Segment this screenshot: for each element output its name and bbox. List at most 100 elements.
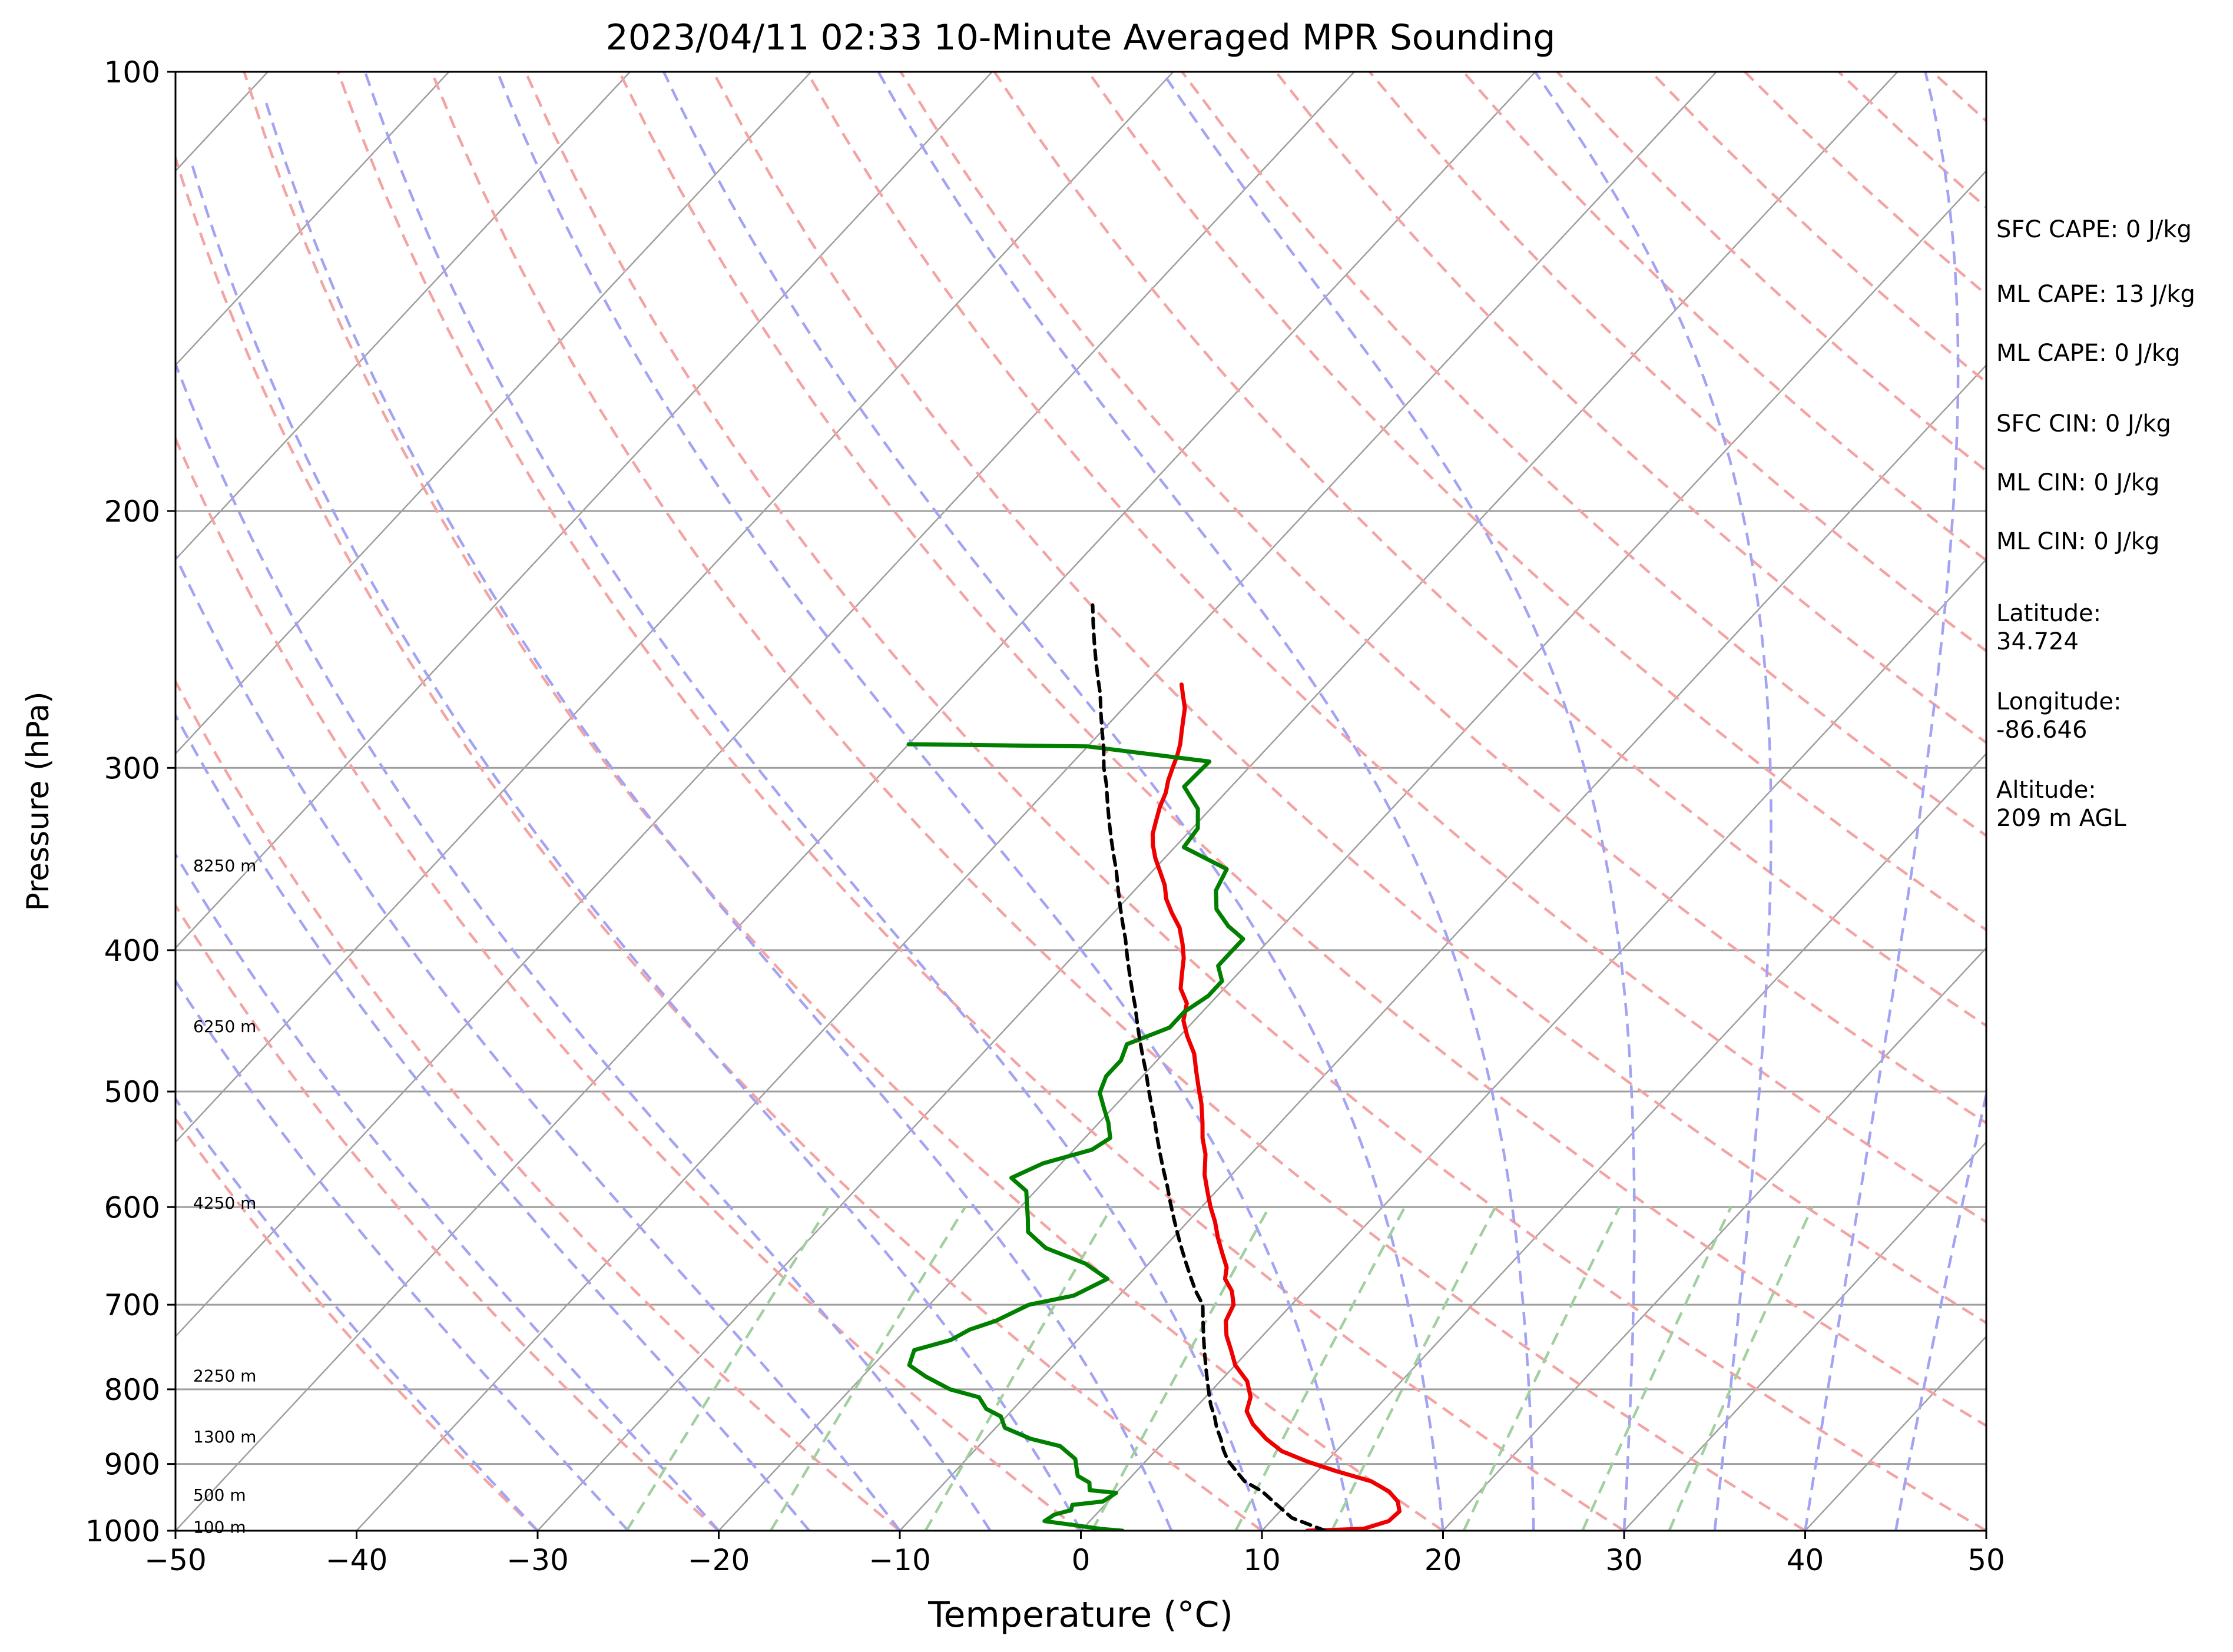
x-tick-label: 20 <box>1424 1543 1462 1577</box>
moist-adiabat-line <box>175 978 630 1531</box>
isotherm-line <box>175 72 1174 1143</box>
isotherm-line <box>175 72 993 949</box>
ml-cin-label-2: ML CIN: 0 J/kg <box>1996 528 2160 555</box>
mixing-ratio-line <box>1462 1206 1621 1531</box>
height-label: 6250 m <box>193 1017 256 1036</box>
parcel-path-line <box>1091 603 1327 1531</box>
moist-adiabat-line <box>175 553 901 1531</box>
data-lines <box>906 603 1402 1531</box>
sfc-cin-label: SFC CIN: 0 J/kg <box>1996 410 2171 437</box>
isotherm-line <box>537 72 1899 1531</box>
mixing-ratio-line <box>769 1206 966 1531</box>
ml-cin-label: ML CIN: 0 J/kg <box>1996 469 2160 496</box>
isotherm-line <box>1080 558 1986 1531</box>
moist-adiabat-line <box>877 72 1535 1531</box>
longitude-value: -86.646 <box>1996 716 2088 744</box>
isotherm-line <box>899 364 1986 1531</box>
y-tick-label: 200 <box>104 495 160 529</box>
moist-adiabat-line <box>1894 1089 1986 1531</box>
mixing-ratio-line <box>625 1206 830 1531</box>
ml-cape-label: ML CAPE: 13 J/kg <box>1996 281 2195 308</box>
mixing-ratio-line <box>924 1206 1113 1531</box>
dry-adiabat-line <box>175 154 1263 1531</box>
isotherm-line <box>718 170 1986 1531</box>
dry-adiabat-line <box>175 1117 539 1531</box>
x-tick-label: 30 <box>1605 1543 1643 1577</box>
moist-adiabat-line <box>1533 72 1773 1531</box>
isotherm-line <box>175 72 812 755</box>
y-tick-label: 900 <box>104 1448 160 1482</box>
mixing-ratio-line <box>1234 1206 1406 1531</box>
longitude-label: Longitude: <box>1996 688 2122 715</box>
y-tick-label: 400 <box>104 934 160 968</box>
isotherm-line <box>175 72 631 561</box>
moist-adiabat-line <box>175 852 720 1531</box>
moist-adiabat-line <box>363 72 1264 1531</box>
dry-adiabat-line <box>1087 72 1986 932</box>
height-label: 100 m <box>193 1518 246 1537</box>
y-tick-label: 100 <box>104 55 160 89</box>
dry-adiabat-line <box>175 903 720 1531</box>
height-label: 2250 m <box>193 1366 256 1386</box>
moist-adiabat-line <box>662 72 1445 1531</box>
dry-adiabat-line <box>243 72 1444 1531</box>
isotherm-line <box>1624 1141 1986 1531</box>
dry-adiabat-line <box>175 435 1082 1531</box>
temperature-line <box>1150 682 1402 1531</box>
x-tick-label: 10 <box>1243 1543 1281 1577</box>
moist-adiabat-line <box>175 1096 539 1531</box>
isotherm-line <box>175 72 450 367</box>
altitude-label: Altitude: <box>1996 777 2096 804</box>
latitude-value: 34.724 <box>1996 628 2079 655</box>
y-tick-label: 700 <box>104 1288 160 1322</box>
y-tick-label: 500 <box>104 1075 160 1109</box>
x-tick-label: −10 <box>869 1543 931 1577</box>
dry-adiabat-line <box>430 72 1806 1531</box>
latitude-label: Latitude: <box>1996 600 2102 627</box>
moist-adiabat-line <box>1804 72 1960 1531</box>
moist-adiabat-line <box>189 160 1082 1531</box>
x-tick-label: −20 <box>688 1543 750 1577</box>
moist-adiabat-line <box>264 102 1173 1531</box>
axis-ticks: −50 −40 −30 −20 −10 0 10 20 30 40 50 1000 900 800 700 6… <box>85 55 2005 1577</box>
y-tick-label: 800 <box>104 1373 160 1407</box>
x-tick-label: −50 <box>144 1543 207 1577</box>
dry-adiabat-line <box>175 678 901 1531</box>
height-label: 4250 m <box>193 1193 256 1213</box>
x-tick-label: −40 <box>326 1543 388 1577</box>
isotherm-line <box>1442 947 1986 1531</box>
height-label: 8250 m <box>193 856 256 875</box>
y-axis-label: Pressure (hPa) <box>21 692 56 911</box>
height-labels: 100 m 500 m 1300 m 2250 m 4250 m 6250 m 8250 m <box>193 856 256 1537</box>
height-label: 500 m <box>193 1485 246 1505</box>
isotherm-line <box>1261 752 1986 1531</box>
ml-cape-label-2: ML CAPE: 0 J/kg <box>1996 340 2181 367</box>
chart-title: 2023/04/11 02:33 10-Minute Averaged MPR … <box>606 17 1556 58</box>
y-tick-label: 300 <box>104 751 160 785</box>
x-tick-label: 40 <box>1787 1543 1824 1577</box>
mixing-ratio-line <box>1091 1206 1271 1531</box>
background-lines <box>175 72 1986 1531</box>
isotherm-line <box>356 72 1717 1531</box>
height-label: 1300 m <box>193 1427 256 1447</box>
y-tick-label: 1000 <box>85 1514 160 1548</box>
mixing-ratio-line <box>1668 1206 1814 1531</box>
altitude-value: 209 m AGL <box>1996 805 2126 832</box>
dry-adiabat-line <box>524 72 1986 1531</box>
mixing-ratio-line <box>1330 1206 1497 1531</box>
dry-adiabat-line <box>712 72 1986 1325</box>
dry-adiabat-line <box>336 72 1625 1531</box>
x-tick-label: −30 <box>506 1543 569 1577</box>
moist-adiabat-line <box>175 712 811 1531</box>
isotherm-line <box>175 72 1536 1531</box>
x-tick-label: 0 <box>1072 1543 1091 1577</box>
sfc-cape-label: SFC CAPE: 0 J/kg <box>1996 216 2192 243</box>
x-axis-label: Temperature (°C) <box>927 1594 1233 1636</box>
mixing-ratio-line <box>1581 1206 1732 1531</box>
moist-adiabat-line <box>496 72 1354 1531</box>
dry-adiabat-line <box>993 72 1986 1027</box>
dewpoint-line <box>906 742 1245 1531</box>
y-tick-label: 600 <box>104 1190 160 1225</box>
